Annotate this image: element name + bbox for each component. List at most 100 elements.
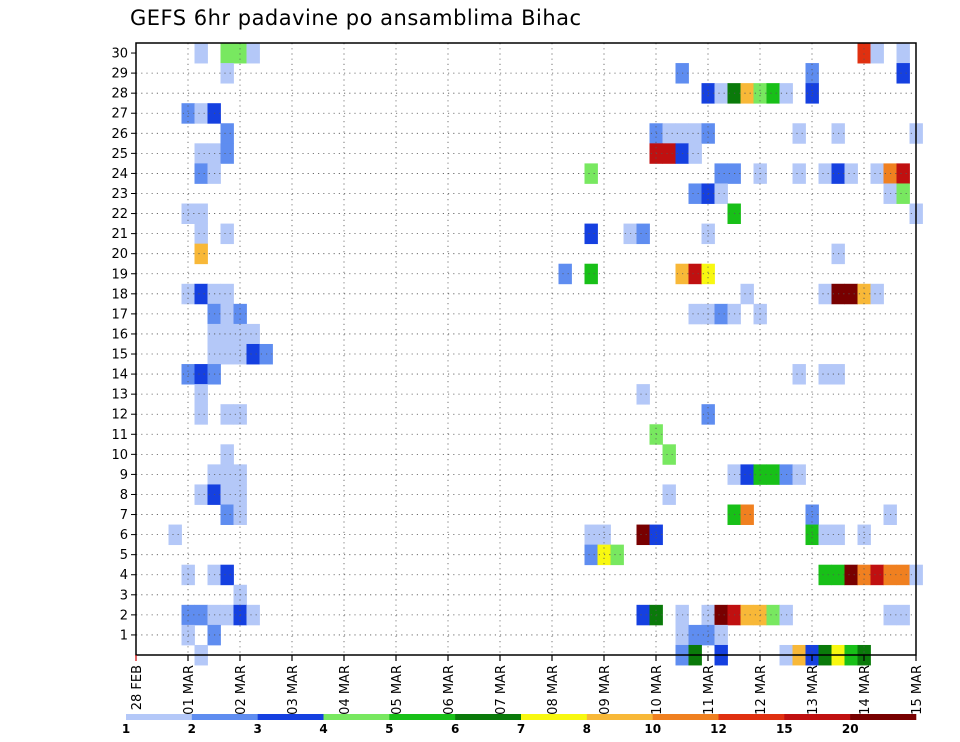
colorbar-swatch xyxy=(257,714,324,720)
y-tick-label: 23 xyxy=(111,187,128,202)
heatmap-cell xyxy=(194,163,208,184)
y-tick-label: 6 xyxy=(120,528,128,543)
heatmap-cell xyxy=(714,604,728,626)
colorbar-swatch xyxy=(323,714,390,720)
heatmap-cell xyxy=(636,223,650,245)
heatmap-cell xyxy=(792,364,806,385)
colorbar-label: 2 xyxy=(188,722,196,736)
heatmap-cell xyxy=(220,63,234,84)
x-tick-label: 11 MAR xyxy=(702,665,717,715)
colorbar-swatch xyxy=(652,714,719,720)
colorbar-label: 7 xyxy=(517,722,525,736)
chart-title: GEFS 6hr padavine po ansamblima Bihac xyxy=(130,6,582,30)
heatmap-cell xyxy=(220,303,234,325)
heatmap-cell xyxy=(844,163,858,184)
heatmap-cell xyxy=(857,43,871,64)
heatmap-cell xyxy=(220,464,234,485)
heatmap-cell xyxy=(233,43,247,64)
heatmap-cell xyxy=(584,544,598,566)
colorbar-swatch xyxy=(850,714,917,720)
heatmap-cell xyxy=(194,404,208,425)
heatmap-cell xyxy=(220,283,234,305)
heatmap-cell xyxy=(740,283,754,305)
heatmap-cell xyxy=(896,163,910,184)
heatmap-cell xyxy=(584,163,598,184)
heatmap-cell xyxy=(714,303,728,325)
heatmap-cell xyxy=(194,484,208,505)
colorbar-swatch xyxy=(455,714,522,720)
heatmap-cell xyxy=(766,604,780,626)
heatmap-cell xyxy=(844,283,858,305)
heatmap-cell xyxy=(194,43,208,64)
y-tick-label: 4 xyxy=(120,568,128,583)
y-tick-label: 27 xyxy=(111,107,128,122)
x-tick-label: 15 MAR xyxy=(910,665,925,715)
y-tick-label: 14 xyxy=(111,368,128,383)
heatmap-cell xyxy=(220,223,234,245)
heatmap-cell xyxy=(792,163,806,184)
x-tick-label: 14 MAR xyxy=(858,665,873,715)
x-tick-label: 10 MAR xyxy=(650,665,665,715)
y-tick-label: 11 xyxy=(111,428,128,443)
colorbar-swatch xyxy=(521,714,588,720)
x-tick-label: 06 MAR xyxy=(442,665,457,715)
heatmap-cell xyxy=(714,83,728,104)
heatmap-cell xyxy=(584,524,598,546)
heatmap-cell xyxy=(220,323,234,345)
y-tick-label: 30 xyxy=(111,47,128,62)
heatmap-cell xyxy=(740,464,754,485)
y-tick-label: 3 xyxy=(120,588,128,603)
heatmap-cell xyxy=(766,83,780,104)
y-tick-label: 19 xyxy=(111,267,128,282)
y-tick-label: 1 xyxy=(120,628,128,643)
colorbar-label: 12 xyxy=(710,722,727,736)
heatmap-cell xyxy=(584,223,598,245)
colorbar: 1 2 3 4 5 6 7 8 10 12 15 20 xyxy=(122,714,917,736)
y-tick-label: 25 xyxy=(111,147,128,162)
heatmap-cell xyxy=(688,263,702,285)
colorbar-label: 3 xyxy=(254,722,262,736)
x-tick-label: 12 MAR xyxy=(754,665,769,715)
heatmap-cell xyxy=(714,183,728,204)
y-tick-label: 10 xyxy=(111,448,128,463)
y-tick-label: 2 xyxy=(120,608,128,623)
heatmap-cell xyxy=(220,404,234,425)
y-tick-label: 20 xyxy=(111,247,128,262)
y-tick-label: 26 xyxy=(111,127,128,142)
heatmap-cell xyxy=(688,143,702,164)
heatmap-cell xyxy=(818,283,832,305)
colorbar-swatch xyxy=(586,714,653,720)
x-tick-label: 13 MAR xyxy=(806,665,821,715)
heatmap-cell xyxy=(896,564,910,586)
heatmap-cell xyxy=(220,343,234,365)
heatmap-cell xyxy=(220,43,234,64)
heatmap-cell xyxy=(194,384,208,405)
y-tick-label: 9 xyxy=(120,468,128,483)
heatmap-cell xyxy=(246,604,260,626)
heatmap-cell xyxy=(792,123,806,144)
y-axis: 1234567891011121314151617181920212223242… xyxy=(111,47,136,643)
heatmap-cell xyxy=(818,524,832,546)
heatmap-cell xyxy=(246,343,260,365)
y-tick-label: 17 xyxy=(111,307,128,322)
heatmap-cell xyxy=(220,444,234,465)
y-tick-label: 15 xyxy=(111,348,128,363)
y-tick-label: 16 xyxy=(111,327,128,342)
x-tick-label: 09 MAR xyxy=(598,665,613,715)
heatmap-cell xyxy=(870,283,884,305)
heatmap-cell xyxy=(220,123,234,144)
heatmap-cell xyxy=(688,624,702,646)
heatmap-cell xyxy=(896,183,910,204)
heatmap-cell xyxy=(168,524,182,546)
colorbar-label: 4 xyxy=(319,722,327,736)
heatmap-cell xyxy=(870,163,884,184)
x-tick-label: 03 MAR xyxy=(286,665,301,715)
heatmap-cell xyxy=(636,524,650,546)
heatmap-cell xyxy=(688,123,702,144)
x-axis: 28 FEB 01 MAR 02 MAR 03 MAR 04 MAR 05 MAR 06 M… xyxy=(130,655,925,715)
heatmap-cell xyxy=(246,43,260,64)
heatmap-cell xyxy=(662,123,676,144)
heatmap-cell xyxy=(220,504,234,525)
heatmap-cell xyxy=(818,163,832,184)
